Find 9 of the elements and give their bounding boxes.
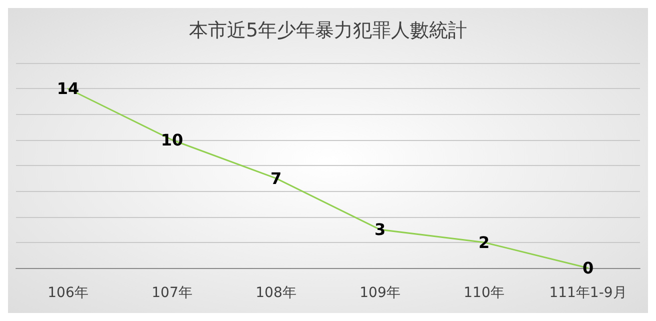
x-tick-label: 106年 [48,285,88,301]
x-tick-label: 110年 [464,285,504,301]
data-label: 14 [56,79,80,98]
x-tick-label: 107年 [152,285,192,301]
chart-title: 本市近5年少年暴力犯罪人數統計 [188,20,468,42]
data-label: 0 [582,258,594,278]
x-tick-label: 108年 [256,285,296,301]
x-tick-label: 109年 [360,285,400,301]
x-tick-label: 111年1-9月 [549,285,627,301]
